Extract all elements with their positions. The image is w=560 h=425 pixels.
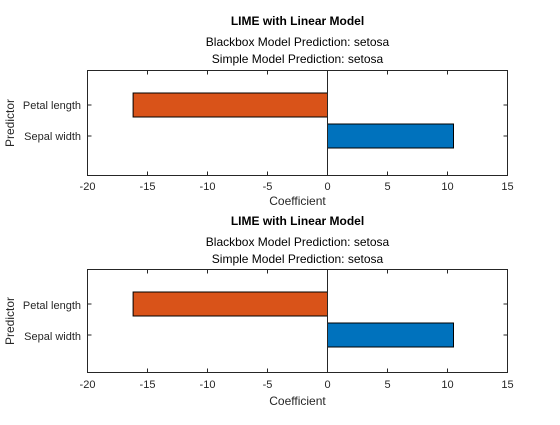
subplot-2-bar-0	[132, 291, 328, 317]
subplot-1-x-tick-labels: -20 -15 -10 -5 0 5 10 15	[80, 181, 514, 193]
subplot-1-xtick-label-3: -5	[263, 181, 273, 193]
subplot-1-bar-0	[132, 92, 328, 118]
subplot-1-axes-box	[87, 70, 508, 176]
subplot-2-ytick-label-1: Sepal width	[24, 331, 81, 343]
subplot-2-y-axis-label: Predictor	[3, 297, 17, 345]
subplot-2-xtick-label-3: -5	[263, 379, 273, 391]
subplot-1-xtick-label-4: 0	[324, 181, 330, 193]
subplot-2-bars	[132, 291, 454, 348]
subplot-2-title: LIME with Linear Model	[231, 214, 364, 228]
subplot-2-xtick-label-0: -20	[80, 379, 96, 391]
subplot-2-x-ticks	[87, 269, 508, 373]
subplot-1-bars	[132, 92, 454, 149]
subplot-2-xtick-label-2: -10	[200, 379, 216, 391]
subplot-1-xtick-label-0: -20	[80, 181, 96, 193]
subplot-1-bar-1	[327, 123, 454, 149]
subplot-1-y-axis-label: Predictor	[3, 99, 17, 147]
subplot-1-title: LIME with Linear Model	[231, 14, 364, 28]
subplot-1-x-ticks	[87, 70, 508, 176]
subplot-2-subtitle-line-1: Blackbox Model Prediction: setosa	[206, 235, 390, 249]
subplot-1-x-axis-label: Coefficient	[269, 194, 326, 208]
subplot-2-xtick-label-5: 5	[384, 379, 390, 391]
subplot-2-x-tick-labels: -20 -15 -10 -5 0 5 10 15	[80, 379, 514, 391]
subplot-1-xtick-label-7: 15	[501, 181, 513, 193]
subplot-1-xtick-label-6: 10	[441, 181, 453, 193]
subplot-2: LIME with Linear Model Blackbox Model Pr…	[3, 214, 514, 408]
subplot-2-xtick-label-6: 10	[441, 379, 453, 391]
subplot-2-bar-1	[327, 322, 454, 348]
subplot-1-ytick-label-0: Petal length	[23, 100, 81, 112]
subplot-1-subtitle-line-1: Blackbox Model Prediction: setosa	[206, 35, 390, 49]
subplot-1-xtick-label-5: 5	[384, 181, 390, 193]
subplot-2-xtick-label-4: 0	[324, 379, 330, 391]
subplot-2-xtick-label-7: 15	[501, 379, 513, 391]
subplot-2-axes-box	[87, 269, 508, 373]
subplot-1-ytick-label-1: Sepal width	[24, 131, 81, 143]
subplot-2-xtick-label-1: -15	[140, 379, 156, 391]
subplot-1: LIME with Linear Model Blackbox Model Pr…	[3, 14, 514, 208]
subplot-2-subtitle-line-2: Simple Model Prediction: setosa	[212, 252, 384, 266]
subplot-2-x-axis-label: Coefficient	[269, 394, 326, 408]
subplot-1-xtick-label-1: -15	[140, 181, 156, 193]
subplot-1-xtick-label-2: -10	[200, 181, 216, 193]
subplot-2-ytick-label-0: Petal length	[23, 300, 81, 312]
subplot-1-subtitle-line-2: Simple Model Prediction: setosa	[212, 52, 384, 66]
